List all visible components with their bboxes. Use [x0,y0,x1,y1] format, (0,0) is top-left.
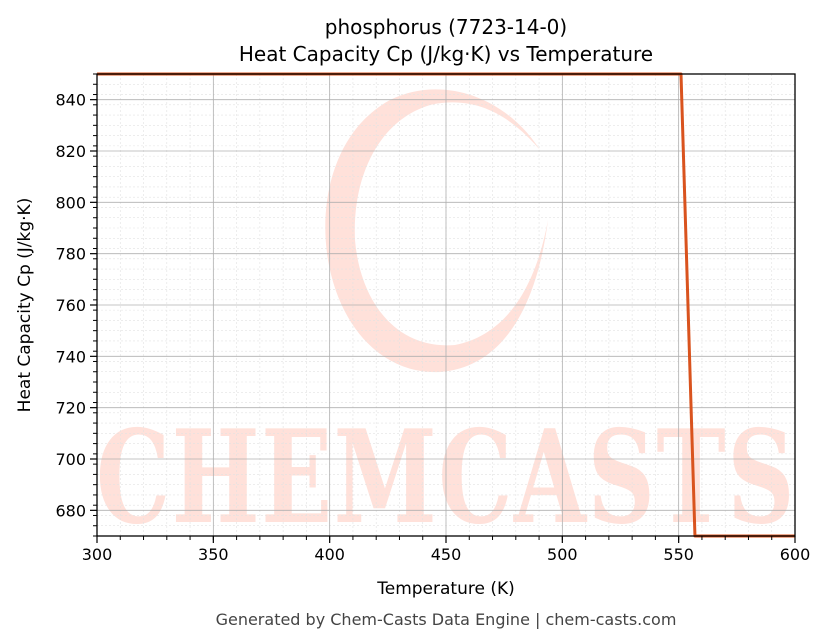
x-tick-label: 350 [198,545,229,564]
y-tick-label: 680 [55,501,86,520]
chart-title: phosphorus (7723-14-0) [325,15,567,39]
y-axis-label: Heat Capacity Cp (J/kg·K) [15,198,35,413]
watermark-text: CHEMCASTS [96,403,796,553]
x-tick-label: 400 [314,545,345,564]
y-tick-label: 820 [55,142,86,161]
footer-credit: Generated by Chem-Casts Data Engine | ch… [216,610,677,629]
chart-subtitle: Heat Capacity Cp (J/kg·K) vs Temperature [239,42,653,66]
y-axis: 680 700 720 740 760 780 800 820 840 [55,73,97,537]
x-tick-label: 300 [82,545,113,564]
y-tick-label: 800 [55,193,86,212]
y-tick-label: 840 [55,91,86,110]
x-tick-label: 500 [547,545,578,564]
y-tick-label: 720 [55,399,86,418]
y-tick-label: 700 [55,450,86,469]
x-axis: 300 350 400 450 500 550 600 [82,536,811,564]
watermark-swirl [325,89,548,373]
x-tick-label: 450 [431,545,462,564]
x-tick-label: 600 [780,545,811,564]
y-tick-label: 740 [55,347,86,366]
chemcasts-watermark: CHEMCASTS [96,89,796,553]
x-tick-label: 550 [663,545,694,564]
x-axis-label: Temperature (K) [376,579,515,599]
y-tick-label: 780 [55,245,86,264]
y-tick-label: 760 [55,296,86,315]
